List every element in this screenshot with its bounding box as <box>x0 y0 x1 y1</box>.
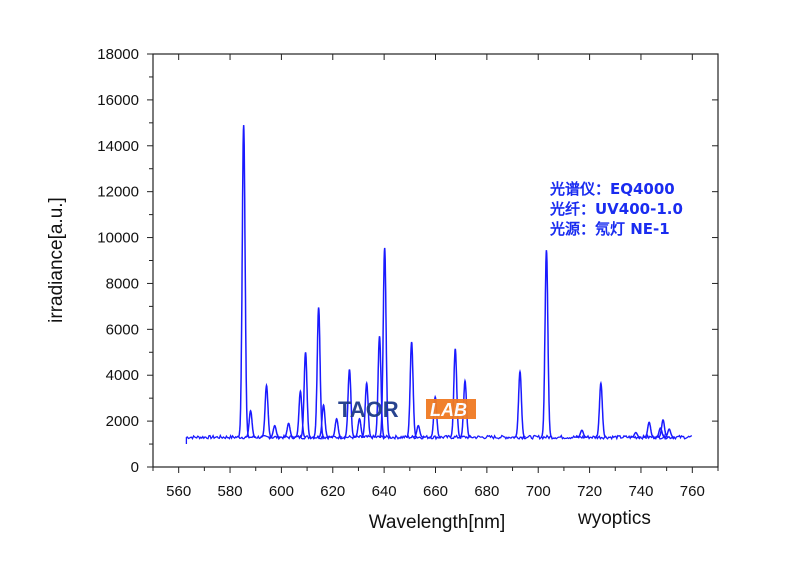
y-tick-label: 2000 <box>106 413 139 430</box>
y-tick-label: 14000 <box>97 138 139 155</box>
spectrum-peak <box>299 352 312 438</box>
annotation-light-source: 光源：氖灯 NE-1 <box>549 220 670 238</box>
spectrum-peak <box>360 380 373 438</box>
x-tick-label: 640 <box>372 483 397 500</box>
spectrum-baseline <box>185 433 693 445</box>
spectrum-peak <box>643 421 655 438</box>
x-tick-label: 600 <box>269 483 294 500</box>
spectrum-peak <box>237 125 250 438</box>
spectrum-peak <box>378 247 391 438</box>
spectrum-peak <box>594 380 607 438</box>
spectrum-peak <box>459 378 471 438</box>
spectrum-peak <box>312 307 325 438</box>
x-tick-label: 720 <box>577 483 602 500</box>
y-tick-label: 0 <box>131 459 139 476</box>
spectrum-peak <box>282 422 295 438</box>
spectrum-peak <box>663 428 675 438</box>
x-tick-label: 660 <box>423 483 448 500</box>
y-tick-label: 10000 <box>97 230 139 247</box>
x-tick-label: 620 <box>320 483 345 500</box>
spectrum-peak <box>412 424 424 438</box>
y-tick-label: 4000 <box>106 367 139 384</box>
watermark-part1: TAOR <box>338 397 399 422</box>
spectrum-peak <box>260 382 273 438</box>
axes: 560 580 600 620 640 660 680 700 720 740 760 0 2000 40… <box>97 46 719 500</box>
x-tick-label: 680 <box>474 483 499 500</box>
spectrum-peak <box>405 341 418 438</box>
y-tick-label: 16000 <box>97 92 139 109</box>
watermark-box <box>426 399 476 419</box>
x-tick-label: 560 <box>166 483 191 500</box>
watermark-part2: LAB <box>430 400 467 420</box>
x-tick-label: 740 <box>628 483 653 500</box>
spectrum-peak <box>269 424 281 438</box>
x-tick-label: 760 <box>680 483 705 500</box>
spectrum-peak <box>294 389 307 438</box>
spectrum-peak <box>429 394 442 438</box>
watermark-logo: TAOR LAB <box>338 397 476 422</box>
y-tick-label: 8000 <box>106 275 139 292</box>
spectrum-peak <box>330 417 343 438</box>
annotation-spectrometer: 光谱仪：EQ4000 <box>549 180 675 198</box>
credit-text: wyoptics <box>577 508 651 529</box>
y-tick-label: 12000 <box>97 184 139 201</box>
x-tick-label: 700 <box>526 483 551 500</box>
y-tick-label: 18000 <box>97 46 139 63</box>
spectrum-peak <box>244 409 257 438</box>
plot-area <box>185 125 693 445</box>
spectrum-peak <box>317 403 330 438</box>
x-axis-title: Wavelength[nm] <box>369 512 506 533</box>
y-tick-label: 6000 <box>106 321 139 338</box>
x-tick-label: 580 <box>218 483 243 500</box>
y-axis-title: irradiance[a.u.] <box>46 197 67 323</box>
spectrum-peak <box>373 336 386 438</box>
spectrum-peak <box>514 368 526 438</box>
annotation-fiber: 光纤：UV400-1.0 <box>549 200 683 218</box>
spectrum-peak <box>540 250 553 438</box>
spectrum-peak <box>449 348 461 438</box>
spectrum-peak <box>576 429 588 438</box>
spectrum-peak <box>343 369 356 438</box>
spectrum-peak <box>630 431 642 438</box>
